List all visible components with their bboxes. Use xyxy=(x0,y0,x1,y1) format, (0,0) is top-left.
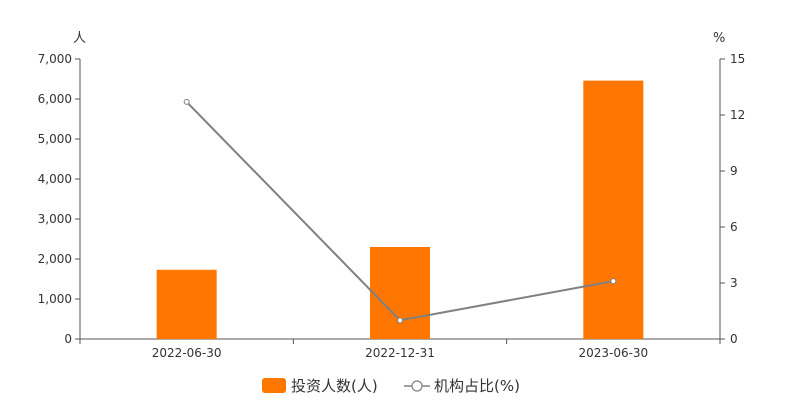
right-axis-unit: % xyxy=(713,31,725,46)
legend-bar-swatch xyxy=(262,378,286,393)
right-tick-label: 9 xyxy=(730,164,738,178)
legend-line-label: 机构占比(%) xyxy=(434,377,520,395)
right-tick-label: 3 xyxy=(730,276,738,290)
left-tick-label: 5,000 xyxy=(38,132,72,146)
bar xyxy=(370,247,430,339)
x-tick-label: 2022-12-31 xyxy=(365,346,435,360)
right-tick-label: 6 xyxy=(730,220,738,234)
right-tick-label: 15 xyxy=(730,52,745,66)
left-tick-label: 4,000 xyxy=(38,172,72,186)
line-series xyxy=(183,98,617,324)
bar-series xyxy=(156,80,644,339)
legend-bar-label: 投资人数(人) xyxy=(291,377,378,395)
legend-line-marker xyxy=(411,380,423,392)
left-axis-unit: 人 xyxy=(73,31,86,46)
left-tick-label: 1,000 xyxy=(38,292,72,306)
left-tick-label: 7,000 xyxy=(38,52,72,66)
line-point xyxy=(610,278,617,285)
line-point xyxy=(183,98,190,105)
left-tick-label: 6,000 xyxy=(38,92,72,106)
x-tick-label: 2022-06-30 xyxy=(152,346,222,360)
left-tick-label: 3,000 xyxy=(38,212,72,226)
bar xyxy=(583,80,644,339)
legend: 投资人数(人) 机构占比(%) xyxy=(262,377,520,395)
axes: 0 1,000 2,000 3,000 4,000 5,000 6,000 7,000 0 3 6 9… xyxy=(38,31,746,360)
left-tick-label: 2,000 xyxy=(38,252,72,266)
x-tick-label: 2023-06-30 xyxy=(578,346,648,360)
right-tick-label: 0 xyxy=(730,332,738,346)
right-tick-label: 12 xyxy=(730,108,745,122)
left-tick-label: 0 xyxy=(64,332,72,346)
line-point xyxy=(397,317,403,324)
bar xyxy=(156,269,217,339)
